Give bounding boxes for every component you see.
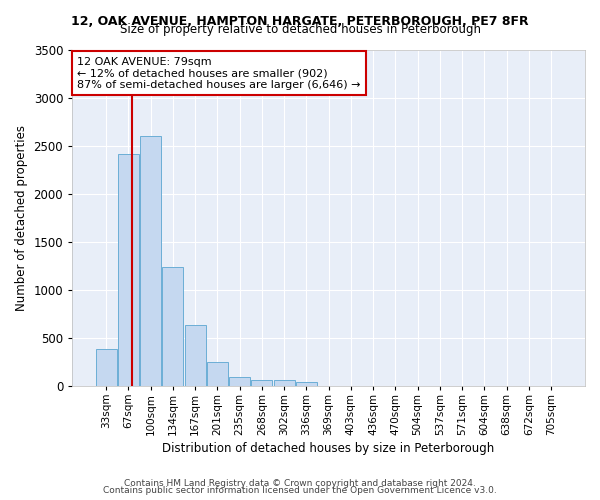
Bar <box>229 377 250 386</box>
Bar <box>95 348 116 386</box>
X-axis label: Distribution of detached houses by size in Peterborough: Distribution of detached houses by size … <box>163 442 495 455</box>
Text: Contains public sector information licensed under the Open Government Licence v3: Contains public sector information licen… <box>103 486 497 495</box>
Bar <box>251 380 272 386</box>
Bar <box>274 380 295 386</box>
Bar <box>162 267 184 386</box>
Text: 12, OAK AVENUE, HAMPTON HARGATE, PETERBOROUGH, PE7 8FR: 12, OAK AVENUE, HAMPTON HARGATE, PETERBO… <box>71 15 529 28</box>
Y-axis label: Number of detached properties: Number of detached properties <box>15 125 28 311</box>
Text: Size of property relative to detached houses in Peterborough: Size of property relative to detached ho… <box>119 22 481 36</box>
Bar <box>140 136 161 386</box>
Text: 12 OAK AVENUE: 79sqm
← 12% of detached houses are smaller (902)
87% of semi-deta: 12 OAK AVENUE: 79sqm ← 12% of detached h… <box>77 56 361 90</box>
Bar <box>207 362 228 386</box>
Bar <box>185 324 206 386</box>
Bar <box>118 154 139 386</box>
Bar <box>296 382 317 386</box>
Text: Contains HM Land Registry data © Crown copyright and database right 2024.: Contains HM Land Registry data © Crown c… <box>124 478 476 488</box>
